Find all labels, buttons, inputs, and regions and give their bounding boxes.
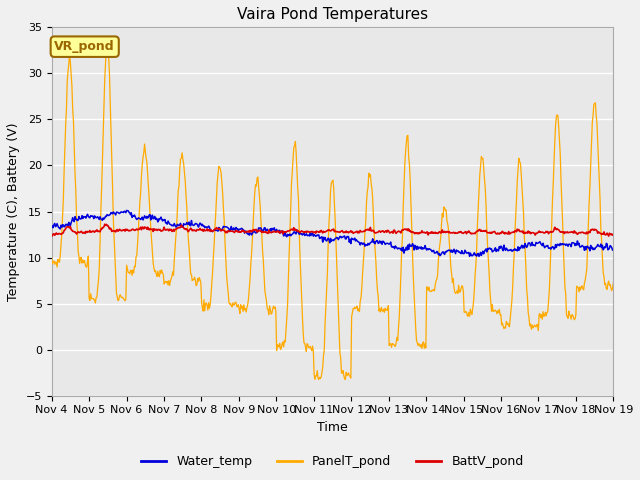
Legend: Water_temp, PanelT_pond, BattV_pond: Water_temp, PanelT_pond, BattV_pond — [136, 450, 529, 473]
Bar — [52, 258, 613, 304]
Bar — [52, 304, 613, 350]
Bar — [52, 27, 613, 73]
Y-axis label: Temperature (C), Battery (V): Temperature (C), Battery (V) — [7, 122, 20, 301]
Bar — [52, 73, 613, 120]
Title: Vaira Pond Temperatures: Vaira Pond Temperatures — [237, 7, 428, 22]
Bar — [52, 120, 613, 166]
X-axis label: Time: Time — [317, 421, 348, 434]
Bar — [52, 350, 613, 396]
Bar — [52, 166, 613, 212]
Text: VR_pond: VR_pond — [54, 40, 115, 53]
Bar — [52, 212, 613, 258]
